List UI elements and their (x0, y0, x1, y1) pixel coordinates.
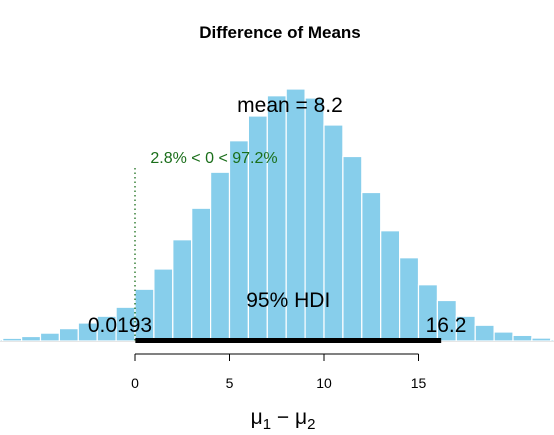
histogram-bar (361, 191, 382, 342)
x-axis-label: μ1 − μ2 (251, 406, 316, 433)
histogram-bar (512, 334, 533, 342)
x-axis-label-mu2: μ (295, 406, 307, 429)
histogram-bar (2, 337, 23, 342)
histogram-bar (399, 257, 420, 342)
x-axis-label-minus: − (271, 406, 295, 429)
chart-title: Difference of Means (199, 23, 361, 42)
hdi-low-label: 0.0193 (88, 314, 152, 337)
x-tick-label: 0 (131, 375, 139, 391)
x-axis: 0 5 10 15 (131, 353, 427, 391)
histogram-bars (0, 88, 554, 342)
histogram-bar (191, 207, 212, 342)
x-axis-label-mu1: μ (251, 406, 263, 429)
histogram-bar (210, 171, 231, 342)
histogram-bar (493, 331, 514, 342)
histogram-bar (39, 332, 60, 342)
histogram-bar (172, 239, 193, 342)
histogram-bar (342, 155, 363, 342)
histogram-bar (58, 328, 79, 342)
x-tick-label: 10 (316, 375, 332, 391)
histogram-bar (380, 230, 401, 342)
x-axis-label-sub1: 1 (263, 416, 271, 433)
mean-label: mean = 8.2 (237, 94, 343, 117)
histogram-bar (153, 268, 174, 342)
comparison-label: 2.8% < 0 < 97.2% (150, 150, 277, 167)
x-axis-label-sub2: 2 (307, 416, 315, 433)
x-tick-label: 15 (411, 375, 427, 391)
hdi-high-label: 16.2 (426, 314, 467, 337)
histogram-bar (474, 324, 495, 342)
histogram-bar (531, 337, 552, 342)
x-tick-label: 5 (226, 375, 234, 391)
hdi-label: 95% HDI (246, 289, 330, 312)
histogram-bar (21, 335, 42, 342)
